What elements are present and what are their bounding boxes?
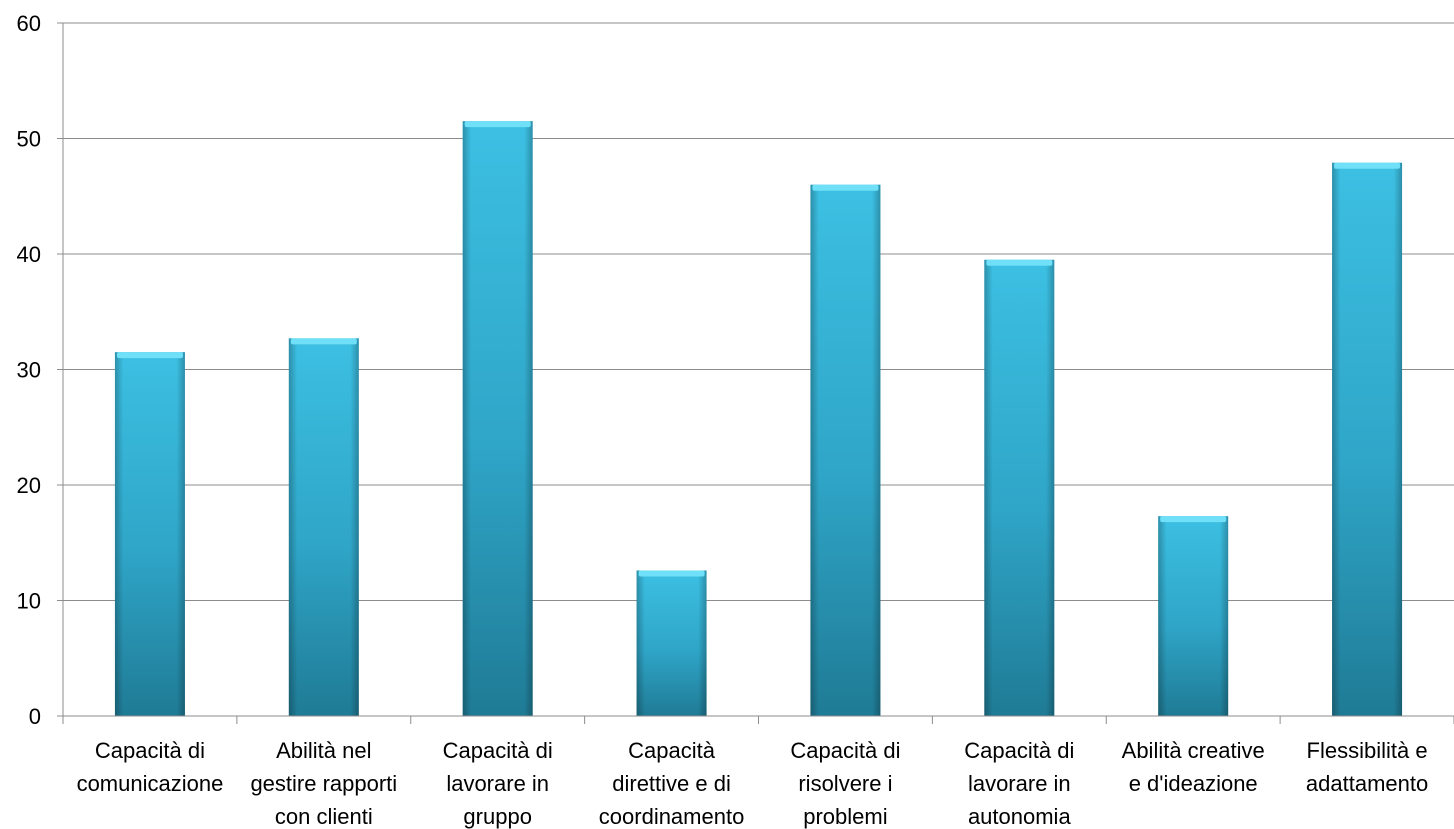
- x-category-label-line: e d'ideazione: [1129, 771, 1258, 796]
- bar: [984, 259, 1055, 716]
- x-category-label-line: problemi: [803, 804, 887, 829]
- bar: [114, 352, 185, 716]
- bars: [114, 121, 1403, 717]
- y-tick-label: 0: [29, 704, 41, 729]
- x-category-label: Capacità direttive e di coordinamento: [599, 738, 745, 829]
- bar-cap: [1160, 516, 1227, 523]
- bar-shade: [1158, 516, 1229, 716]
- x-category-label: Capacità di lavorare in gruppo: [443, 738, 553, 829]
- axes: [62, 23, 1454, 724]
- x-category-label-line: comunicazione: [77, 771, 224, 796]
- x-category-label-line: gruppo: [463, 804, 532, 829]
- x-category-label-line: Abilità nel: [276, 738, 371, 763]
- bar-shade: [984, 259, 1055, 716]
- bar-cap: [464, 121, 531, 128]
- x-category-label: Abilità nel gestire rapporti con clienti: [250, 738, 397, 829]
- bar: [810, 184, 881, 716]
- x-category-label-line: Capacità di: [443, 738, 553, 763]
- bar: [462, 121, 533, 717]
- x-category-label-line: lavorare in: [968, 771, 1071, 796]
- x-category-label-line: Capacità di: [964, 738, 1074, 763]
- x-category-label-line: Abilità creative: [1122, 738, 1265, 763]
- bar-shade: [114, 352, 185, 716]
- x-category-label-line: Capacità di: [95, 738, 205, 763]
- y-tick-label: 50: [17, 127, 41, 152]
- bar-cap: [290, 338, 357, 345]
- x-category-label-line: Capacità di: [790, 738, 900, 763]
- y-tick-label: 60: [17, 11, 41, 36]
- x-category-label: Capacità di comunicazione: [77, 738, 224, 796]
- bar-shade: [462, 121, 533, 717]
- bar: [1332, 162, 1403, 716]
- x-category-label: Flessibilità e adattamento: [1306, 738, 1428, 796]
- x-category-label: Capacità di risolvere i problemi: [790, 738, 900, 829]
- x-axis-category-labels: Capacità di comunicazione Abilità nel gesti…: [77, 738, 1429, 829]
- gridlines: [57, 22, 1454, 717]
- bar-cap: [116, 352, 183, 359]
- bar: [1158, 516, 1229, 716]
- bar-shade: [288, 338, 359, 716]
- bar-shade: [1332, 162, 1403, 716]
- y-tick-label: 40: [17, 242, 41, 267]
- bar: [288, 338, 359, 716]
- x-category-label: Abilità creative e d'ideazione: [1122, 738, 1265, 796]
- bar-shade: [636, 570, 707, 716]
- x-category-label: Capacità di lavorare in autonomia: [964, 738, 1074, 829]
- x-category-label-line: risolvere i: [798, 771, 892, 796]
- bar-shade: [810, 184, 881, 716]
- y-tick-label: 20: [17, 473, 41, 498]
- x-category-label-line: Capacità: [628, 738, 716, 763]
- x-category-label-line: con clienti: [275, 804, 373, 829]
- bar-cap: [986, 259, 1053, 266]
- bar: [636, 570, 707, 716]
- y-tick-label: 10: [17, 589, 41, 614]
- bar-cap: [1334, 162, 1401, 169]
- y-axis-tick-labels: 0 10 20 30 40 50 60: [17, 11, 41, 729]
- x-category-label-line: gestire rapporti: [250, 771, 397, 796]
- bar-cap: [638, 570, 705, 577]
- x-category-label-line: lavorare in: [446, 771, 549, 796]
- x-category-label-line: direttive e di: [612, 771, 731, 796]
- x-category-label-line: coordinamento: [599, 804, 745, 829]
- x-category-label-line: adattamento: [1306, 771, 1428, 796]
- y-tick-label: 30: [17, 358, 41, 383]
- bar-cap: [812, 184, 879, 191]
- x-category-label-line: Flessibilità e: [1307, 738, 1428, 763]
- x-category-label-line: autonomia: [968, 804, 1072, 829]
